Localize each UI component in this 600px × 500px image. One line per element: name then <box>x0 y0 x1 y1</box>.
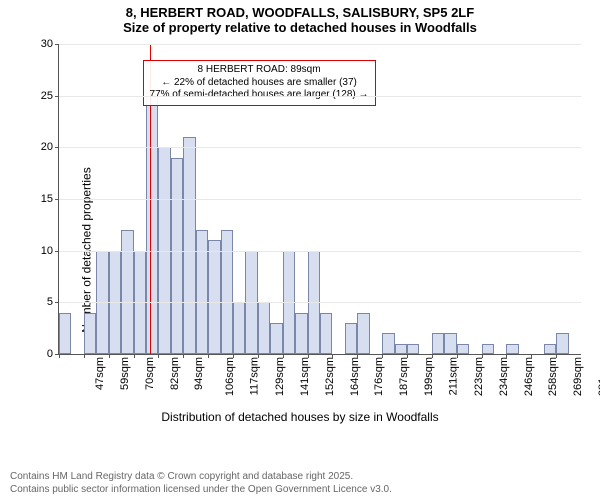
histogram-bar <box>121 230 133 354</box>
x-tick-mark <box>332 354 333 358</box>
histogram-bar <box>432 333 444 354</box>
attribution-footer: Contains HM Land Registry data © Crown c… <box>10 471 392 496</box>
x-tick-mark <box>531 354 532 358</box>
gridline-h <box>59 251 581 252</box>
x-tick-mark <box>506 354 507 358</box>
x-tick-label: 94sqm <box>193 357 205 390</box>
x-tick-label: 141sqm <box>299 357 311 396</box>
histogram-bar <box>357 313 369 354</box>
annotation-line-1: 8 HERBERT ROAD: 89sqm <box>150 64 369 77</box>
chart-container: Number of detached properties 8 HERBERT … <box>0 40 600 460</box>
histogram-bar <box>345 323 357 354</box>
x-tick-mark <box>109 354 110 358</box>
x-tick-label: 176sqm <box>374 357 386 396</box>
x-tick-label: 117sqm <box>248 357 260 395</box>
y-tick-label: 20 <box>41 141 59 153</box>
title-line-2: Size of property relative to detached ho… <box>0 21 600 36</box>
chart-title-block: 8, HERBERT ROAD, WOODFALLS, SALISBURY, S… <box>0 0 600 36</box>
histogram-bar <box>395 344 407 354</box>
title-line-1: 8, HERBERT ROAD, WOODFALLS, SALISBURY, S… <box>0 6 600 21</box>
histogram-bar <box>171 158 183 354</box>
histogram-bar <box>221 230 233 354</box>
x-tick-mark <box>134 354 135 358</box>
footer-line-2: Contains public sector information licen… <box>10 484 392 497</box>
gridline-h <box>59 302 581 303</box>
x-tick-label: 258sqm <box>548 357 560 396</box>
x-tick-label: 246sqm <box>523 357 535 396</box>
histogram-bar <box>444 333 456 354</box>
y-tick-label: 30 <box>41 38 59 50</box>
histogram-bar <box>544 344 556 354</box>
gridline-h <box>59 147 581 148</box>
annotation-line-2: ← 22% of detached houses are smaller (37… <box>150 77 369 90</box>
histogram-bar <box>382 333 394 354</box>
footer-line-1: Contains HM Land Registry data © Crown c… <box>10 471 392 484</box>
x-tick-mark <box>482 354 483 358</box>
histogram-bar <box>196 230 208 354</box>
y-tick-label: 0 <box>47 348 59 360</box>
x-tick-mark <box>258 354 259 358</box>
histogram-bar <box>208 240 220 354</box>
histogram-bar <box>556 333 568 354</box>
histogram-bar <box>146 96 158 354</box>
histogram-bar <box>183 137 195 354</box>
x-tick-mark <box>407 354 408 358</box>
histogram-bar <box>482 344 494 354</box>
x-tick-mark <box>84 354 85 358</box>
x-tick-mark <box>59 354 60 358</box>
histogram-bar <box>506 344 518 354</box>
histogram-bar <box>258 302 270 354</box>
x-tick-mark <box>382 354 383 358</box>
x-tick-label: 199sqm <box>423 357 435 396</box>
y-tick-label: 10 <box>41 245 59 257</box>
histogram-bar <box>457 344 469 354</box>
x-tick-mark <box>457 354 458 358</box>
y-tick-label: 15 <box>41 193 59 205</box>
histogram-bar <box>407 344 419 354</box>
annotation-callout: 8 HERBERT ROAD: 89sqm ← 22% of detached … <box>143 60 376 106</box>
y-tick-label: 5 <box>47 296 59 308</box>
x-tick-label: 70sqm <box>144 357 156 390</box>
gridline-h <box>59 96 581 97</box>
y-tick-label: 25 <box>41 90 59 102</box>
x-tick-label: 269sqm <box>572 357 584 396</box>
x-tick-label: 129sqm <box>274 357 286 396</box>
x-axis-label: Distribution of detached houses by size … <box>161 410 438 424</box>
gridline-h <box>59 44 581 45</box>
x-tick-mark <box>208 354 209 358</box>
histogram-bar <box>295 313 307 354</box>
x-tick-label: 234sqm <box>498 357 510 396</box>
x-tick-label: 187sqm <box>398 357 410 396</box>
plot-area: 8 HERBERT ROAD: 89sqm ← 22% of detached … <box>58 44 581 355</box>
x-tick-label: 211sqm <box>447 357 459 395</box>
x-tick-label: 164sqm <box>349 357 361 396</box>
x-tick-label: 82sqm <box>169 357 181 390</box>
x-tick-mark <box>283 354 284 358</box>
x-tick-mark <box>357 354 358 358</box>
x-tick-label: 59sqm <box>119 357 131 390</box>
x-tick-mark <box>432 354 433 358</box>
histogram-bar <box>270 323 282 354</box>
x-tick-mark <box>556 354 557 358</box>
x-tick-label: 47sqm <box>94 357 106 390</box>
histogram-bar <box>320 313 332 354</box>
histogram-bar <box>59 313 71 354</box>
gridline-h <box>59 199 581 200</box>
histogram-bar <box>84 313 96 354</box>
x-tick-label: 152sqm <box>324 357 336 396</box>
x-tick-label: 223sqm <box>473 357 485 396</box>
x-tick-label: 106sqm <box>224 357 236 396</box>
x-tick-mark <box>158 354 159 358</box>
x-tick-mark <box>233 354 234 358</box>
histogram-bar <box>233 302 245 354</box>
x-tick-mark <box>308 354 309 358</box>
x-tick-mark <box>183 354 184 358</box>
